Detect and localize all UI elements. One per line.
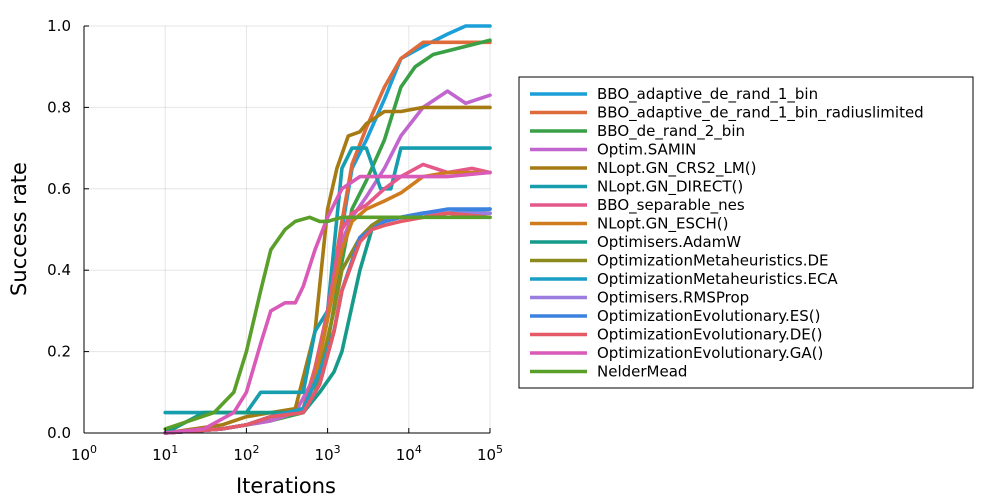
legend-label: BBO_adaptive_de_rand_1_bin_radiuslimited — [597, 104, 924, 123]
y-tick-label: 0.6 — [47, 180, 71, 198]
legend-label: OptimizationEvolutionary.GA() — [597, 344, 823, 362]
legend-label: NLopt.GN_CRS2_LM() — [597, 159, 756, 178]
legend-label: NLopt.GN_DIRECT() — [597, 178, 743, 197]
axes — [83, 25, 491, 434]
series-line-5 — [163, 105, 492, 435]
x-tick-label: 102 — [233, 443, 259, 464]
legend-box — [518, 76, 974, 389]
y-axis-title: Success rate — [7, 162, 31, 296]
x-tick-label: 103 — [315, 443, 341, 464]
series-layer — [163, 24, 492, 435]
legend-label: Optimisers.AdamW — [597, 233, 741, 251]
y-tick-label: 0.2 — [47, 343, 71, 361]
x-tick-labels: 100 101 102 103 104 105 — [71, 443, 503, 464]
legend-label: Optimisers.RMSProp — [597, 289, 749, 307]
legend-label: NLopt.GN_ESCH() — [597, 215, 728, 234]
x-axis-title: Iterations — [236, 474, 336, 498]
y-tick-label: 0.4 — [47, 261, 71, 279]
y-tick-label: 0.8 — [47, 98, 71, 116]
series-line-4 — [163, 89, 492, 435]
legend-label: OptimizationMetaheuristics.ECA — [597, 270, 838, 288]
series-line-15 — [163, 170, 492, 435]
x-tick-label: 104 — [396, 443, 422, 464]
x-tick-label: 100 — [71, 443, 97, 464]
legend-label: OptimizationEvolutionary.ES() — [597, 307, 820, 325]
legend: BBO_adaptive_de_rand_1_binBBO_adaptive_d… — [518, 76, 974, 389]
legend-label: OptimizationEvolutionary.DE() — [597, 326, 823, 344]
legend-label: Optim.SAMIN — [597, 141, 696, 159]
y-tick-labels: 0.0 0.2 0.4 0.6 0.8 1.0 — [47, 17, 71, 442]
legend-label: BBO_separable_nes — [597, 196, 745, 215]
series-line-6 — [163, 146, 492, 415]
legend-label: BBO_adaptive_de_rand_1_bin — [597, 85, 818, 104]
legend-label: OptimizationMetaheuristics.DE — [597, 252, 829, 270]
x-tick-label: 101 — [152, 443, 178, 464]
series-line-16 — [163, 215, 492, 431]
x-tick-label: 105 — [477, 443, 503, 464]
legend-label: BBO_de_rand_2_bin — [597, 122, 745, 141]
y-tick-label: 1.0 — [47, 17, 71, 35]
legend-label: NelderMead — [597, 363, 687, 381]
y-tick-label: 0.0 — [47, 424, 71, 442]
